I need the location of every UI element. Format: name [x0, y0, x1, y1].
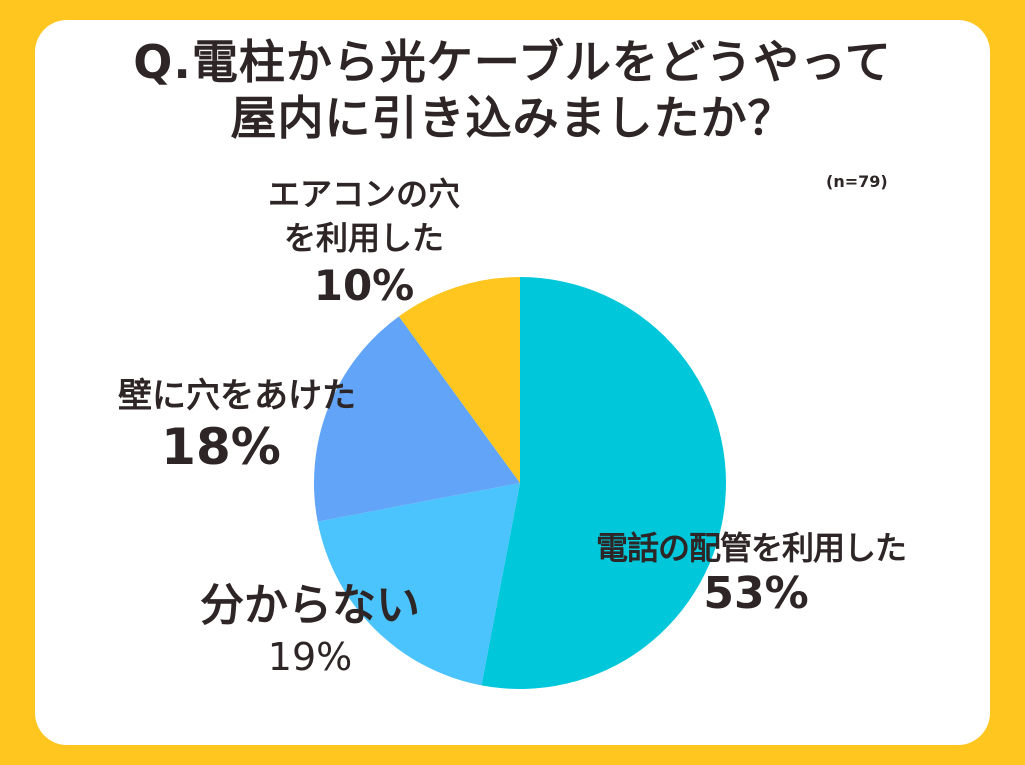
title-line-2: 屋内に引き込みましたか？ — [230, 91, 795, 145]
slice-unknown — [317, 483, 520, 686]
label-wall-hole: 壁に穴をあけた 18% — [118, 376, 356, 476]
label-phone-pipe: 電話の配管を利用した 53% — [596, 529, 907, 619]
label-aircon-hole: エアコンの穴 を利用した 10% — [268, 175, 461, 310]
label-unknown: 分からない 19% — [200, 580, 420, 679]
title-line-1: Q.電柱から光ケーブルをどうやって — [133, 35, 892, 89]
chart-title: Q.電柱から光ケーブルをどうやって 屋内に引き込みましたか？ — [0, 34, 1025, 146]
slice-phone-pipe — [481, 277, 726, 689]
slice-aircon-hole — [398, 277, 520, 483]
slice-wall-hole — [314, 316, 520, 522]
sample-size-label: (n=79) — [826, 172, 888, 191]
